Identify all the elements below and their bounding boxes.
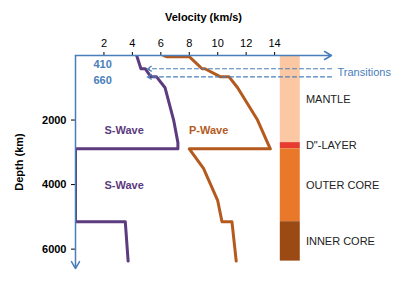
svg-text:6000: 6000: [42, 243, 66, 255]
svg-text:Depth (km): Depth (km): [13, 133, 25, 191]
svg-text:S-Wave: S-Wave: [104, 179, 143, 191]
svg-text:660: 660: [93, 74, 111, 86]
svg-text:S-Wave: S-Wave: [104, 124, 143, 136]
svg-text:410: 410: [93, 58, 111, 70]
svg-text:6: 6: [158, 37, 164, 49]
svg-text:8: 8: [186, 37, 192, 49]
svg-text:4: 4: [129, 37, 135, 49]
svg-text:2000: 2000: [42, 114, 66, 126]
svg-text:Velocity (km/s): Velocity (km/s): [165, 11, 242, 23]
svg-text:4000: 4000: [42, 178, 66, 190]
svg-text:MANTLE: MANTLE: [306, 93, 351, 105]
svg-text:OUTER CORE: OUTER CORE: [306, 179, 379, 191]
svg-text:Transitions: Transitions: [338, 66, 392, 78]
svg-text:12: 12: [240, 37, 252, 49]
svg-text:INNER CORE: INNER CORE: [306, 235, 375, 247]
svg-text:14: 14: [268, 37, 280, 49]
svg-text:P-Wave: P-Wave: [189, 124, 228, 136]
svg-text:D"-LAYER: D"-LAYER: [306, 139, 357, 151]
svg-text:2: 2: [101, 37, 107, 49]
svg-text:10: 10: [212, 37, 224, 49]
